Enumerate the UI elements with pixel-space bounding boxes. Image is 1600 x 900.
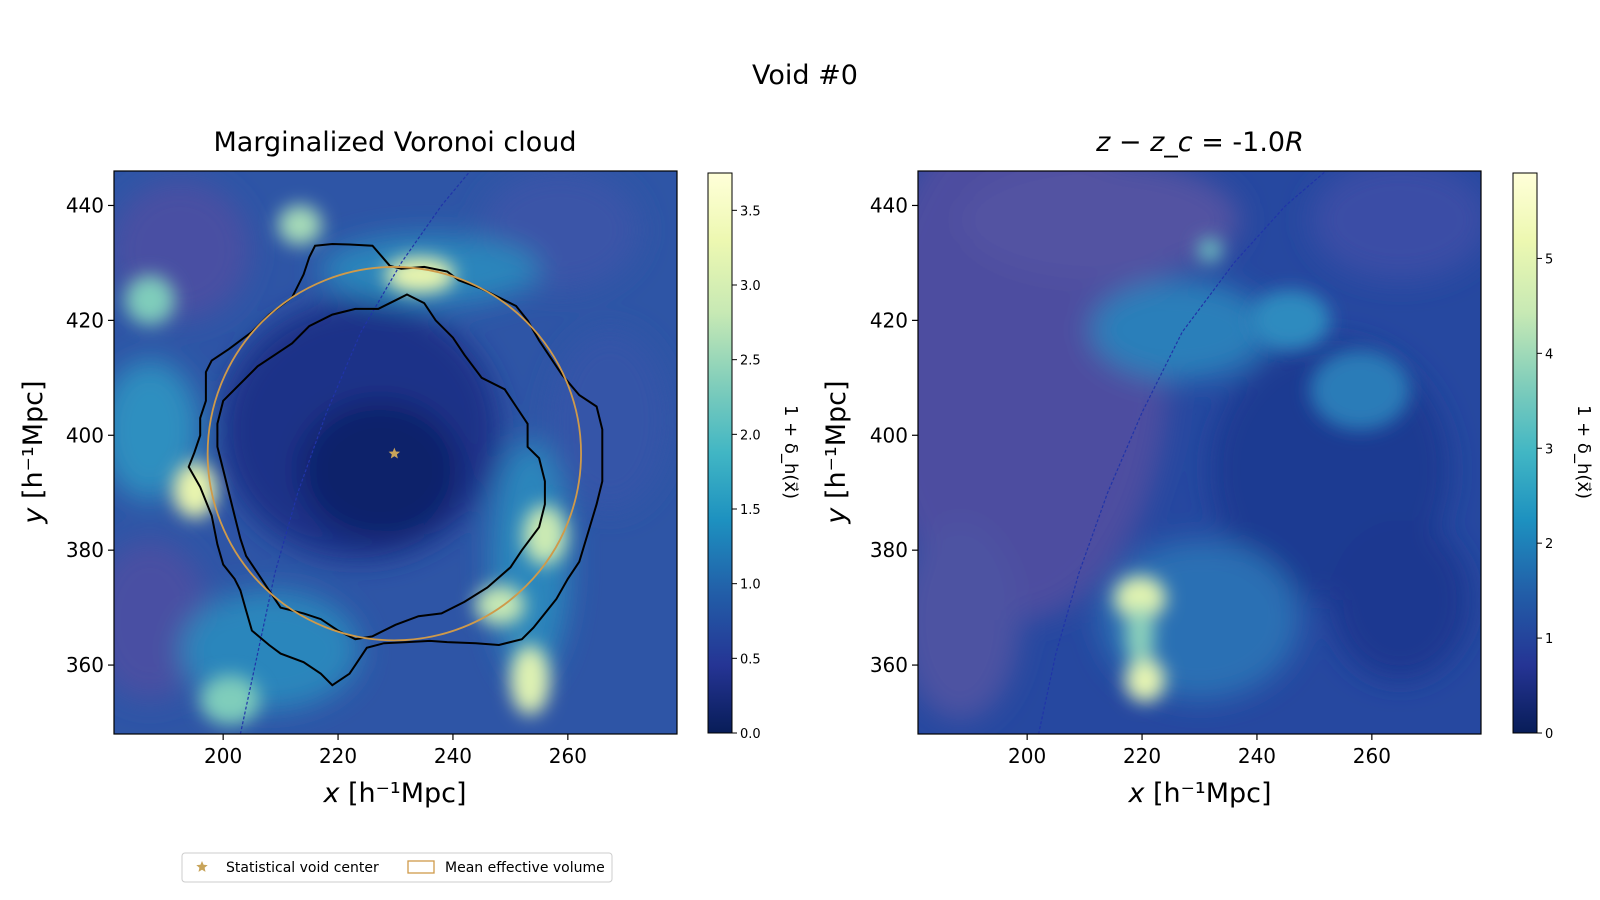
legend-star-icon — [196, 861, 208, 872]
x-tick-label: 200 — [204, 744, 242, 768]
colorbar: 0 1 2 3 4 5 1 + δ_h(x⃗) — [1512, 172, 1594, 742]
y-axis-label: y [h⁻¹Mpc] — [821, 380, 852, 524]
legend-box — [181, 852, 613, 883]
colorbar-tick-label: 4 — [1545, 347, 1553, 362]
x-tick-label: 220 — [1123, 744, 1161, 768]
y-tick-label: 380 — [870, 538, 908, 562]
x-tick-label: 200 — [1008, 744, 1046, 768]
y-tick-label: 380 — [66, 538, 104, 562]
legend-label-mean-volume: Mean effective volume — [445, 860, 605, 876]
colorbar: 0.0 0.5 1.0 1.5 2.0 2.5 3.0 3.5 1 + δ_h(x⃗) — [707, 172, 801, 742]
x-tick-label: 220 — [319, 744, 357, 768]
figure-title: Void #0 — [752, 60, 858, 91]
void-outer-contour — [187, 242, 604, 687]
y-ticks: 360 380 400 420 440 — [66, 193, 114, 677]
y-tick-label: 440 — [870, 193, 908, 217]
y-tick-label: 400 — [66, 423, 104, 447]
x-ticks: 200 220 240 260 — [1008, 734, 1391, 768]
y-tick-label: 420 — [66, 308, 104, 332]
y-tick-label: 360 — [870, 653, 908, 677]
colorbar-tick-label: 3.5 — [740, 204, 761, 219]
y-ticks: 360 380 400 420 440 — [870, 193, 918, 677]
plot-frame — [917, 170, 1482, 735]
colorbar-tick-label: 2.5 — [740, 354, 761, 369]
y-tick-label: 360 — [66, 653, 104, 677]
colorbar-tick-label: 0 — [1545, 727, 1553, 742]
panel-title: Marginalized Voronoi cloud — [213, 127, 576, 158]
mean-effective-volume-circle — [206, 266, 582, 642]
x-axis-label: x [h⁻¹Mpc] — [1127, 778, 1271, 809]
slice-density-heatmap — [918, 171, 1481, 734]
colorbar-tick-label: 1.5 — [740, 503, 761, 518]
y-tick-label: 440 — [66, 193, 104, 217]
panel-slice: z − z_c = -1.0R — [821, 127, 1594, 809]
x-axis-label: x [h⁻¹Mpc] — [322, 778, 466, 809]
void-inner-contour — [216, 293, 546, 641]
colorbar-tick-label: 0.0 — [740, 727, 761, 742]
colorbar-tick-label: 3.0 — [740, 279, 761, 294]
y-axis-label: y [h⁻¹Mpc] — [18, 380, 49, 524]
x-tick-label: 240 — [1238, 744, 1276, 768]
x-tick-label: 260 — [549, 744, 587, 768]
colorbar-label: 1 + δ_h(x⃗) — [780, 405, 801, 499]
density-heatmap — [114, 171, 677, 734]
colorbar-gradient — [707, 172, 733, 734]
y-tick-label: 400 — [870, 423, 908, 447]
colorbar-tick-label: 0.5 — [740, 652, 761, 667]
legend-label-void-center: Statistical void center — [226, 860, 379, 876]
legend: Statistical void center Mean effective v… — [181, 852, 613, 883]
colorbar-label: 1 + δ_h(x⃗) — [1573, 405, 1594, 499]
legend-rect-icon — [407, 860, 435, 874]
colorbar-tick-label: 1.0 — [740, 578, 761, 593]
colorbar-tick-label: 5 — [1545, 252, 1553, 267]
x-ticks: 200 220 240 260 — [204, 734, 587, 768]
colorbar-tick-label: 2.0 — [740, 428, 761, 443]
plot-frame — [113, 170, 678, 735]
survey-boundary-line — [239, 171, 471, 734]
x-tick-label: 260 — [1353, 744, 1391, 768]
colorbar-tick-label: 3 — [1545, 442, 1553, 457]
colorbar-gradient — [1512, 172, 1538, 734]
statistical-void-center-marker — [388, 447, 401, 459]
survey-boundary-line — [1038, 171, 1327, 734]
panel-voronoi-cloud: Marginalized Voronoi cloud — [18, 127, 801, 809]
colorbar-tick-label: 2 — [1545, 537, 1553, 552]
colorbar-tick-label: 1 — [1545, 632, 1553, 647]
y-tick-label: 420 — [870, 308, 908, 332]
panel-title-slice: z − z_c = -1.0R — [1095, 127, 1304, 158]
x-tick-label: 240 — [434, 744, 472, 768]
